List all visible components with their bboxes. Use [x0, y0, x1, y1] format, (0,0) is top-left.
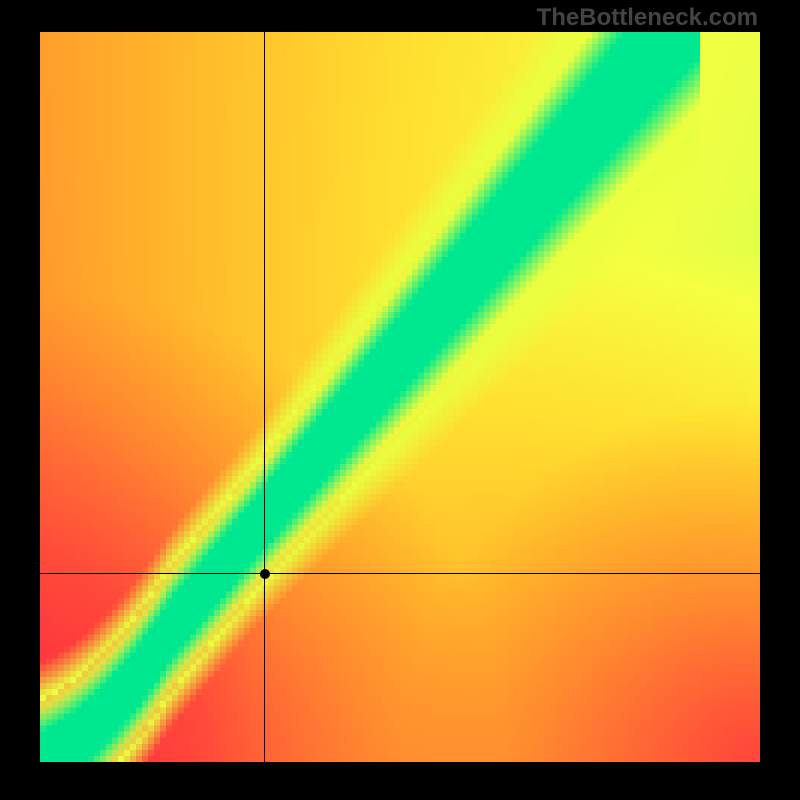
heatmap-canvas — [40, 32, 760, 762]
watermark-text: TheBottleneck.com — [537, 4, 758, 32]
data-point-marker — [260, 569, 270, 579]
chart-container: TheBottleneck.com — [0, 0, 800, 800]
crosshair-vertical — [264, 32, 265, 762]
crosshair-horizontal — [40, 573, 760, 574]
